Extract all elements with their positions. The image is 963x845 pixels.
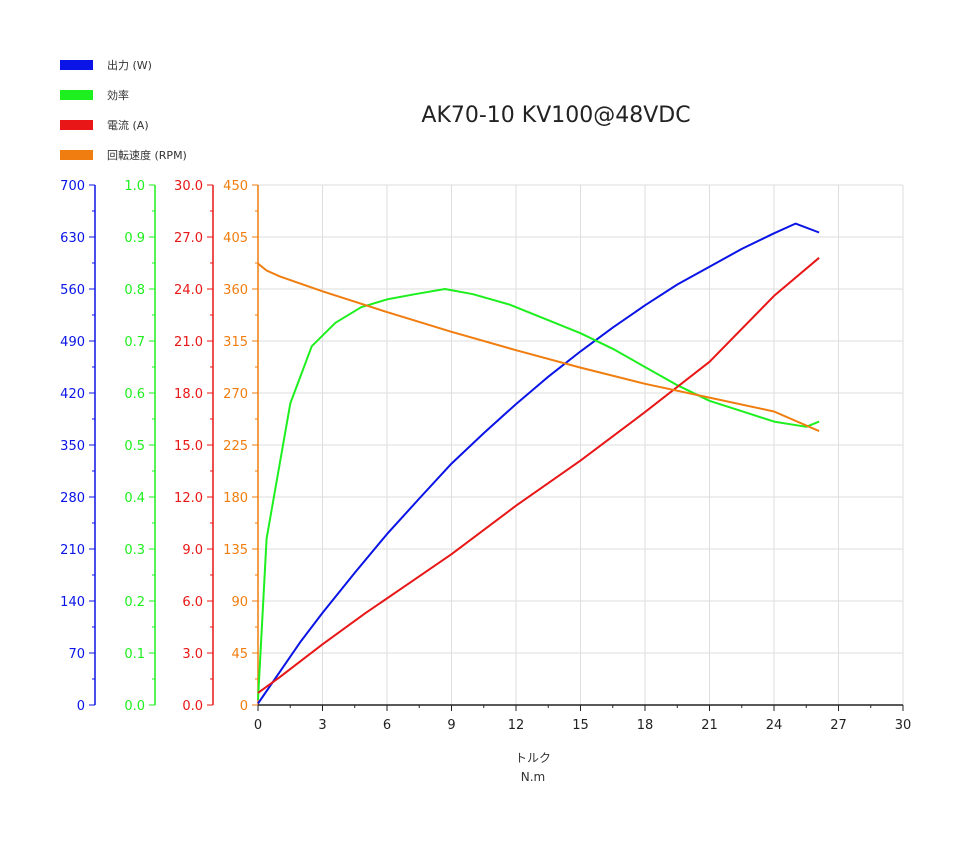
y-tick-label: 30.0	[174, 179, 203, 194]
grid-lines	[258, 184, 904, 705]
x-tick-label: 24	[766, 718, 783, 733]
legend-label: 効率	[107, 88, 129, 102]
x-tick-label: 27	[830, 718, 847, 733]
y-tick-label: 1.0	[124, 179, 145, 194]
x-tick-label: 12	[508, 718, 525, 733]
x-axis-unit: N.m	[521, 770, 545, 784]
y-tick-label: 225	[223, 439, 248, 454]
y-tick-label: 210	[60, 543, 85, 558]
y-tick-label: 0.8	[124, 283, 145, 298]
y-tick-label: 180	[223, 491, 248, 506]
plot-area	[257, 222, 820, 705]
y-tick-label: 6.0	[182, 595, 203, 610]
x-axis: 0 3 6 9 12 15 18 21 24 27 30	[254, 704, 912, 733]
x-tick-label: 3	[318, 718, 326, 733]
x-tick-label: 6	[383, 718, 391, 733]
series-line-3	[257, 262, 820, 433]
y-tick-label: 90	[231, 595, 248, 610]
legend-label: 回転速度 (RPM)	[107, 148, 187, 162]
y-tick-label: 315	[223, 335, 248, 350]
x-tick-label: 18	[637, 718, 654, 733]
y-tick-label: 0.5	[124, 439, 145, 454]
y-axis-3: 0 45 90 135 180 225 270 315 360 405 450	[223, 179, 259, 714]
y-tick-label: 0.7	[124, 335, 145, 350]
x-tick-label: 9	[447, 718, 455, 733]
y-tick-label: 0.2	[124, 595, 145, 610]
y-tick-label: 700	[60, 179, 85, 194]
y-tick-label: 24.0	[174, 283, 203, 298]
y-tick-label: 0.0	[182, 699, 203, 714]
y-tick-label: 270	[223, 387, 248, 402]
y-tick-label: 350	[60, 439, 85, 454]
x-tick-label: 30	[895, 718, 912, 733]
y-tick-label: 630	[60, 231, 85, 246]
series-line-1	[257, 288, 820, 700]
y-tick-label: 280	[60, 491, 85, 506]
y-tick-label: 12.0	[174, 491, 203, 506]
x-axis-label: トルク	[515, 751, 551, 765]
y-axes: 0701402102803504204905606307000.00.10.20…	[60, 179, 259, 714]
y-tick-label: 27.0	[174, 231, 203, 246]
y-tick-label: 560	[60, 283, 85, 298]
y-axis-0: 0 70 140 210 280 350 420 490 560 630 700	[60, 179, 96, 714]
y-tick-label: 360	[223, 283, 248, 298]
y-tick-label: 0.3	[124, 543, 145, 558]
y-tick-label: 405	[223, 231, 248, 246]
y-tick-label: 490	[60, 335, 85, 350]
series-line-0	[257, 222, 820, 705]
y-tick-label: 0.9	[124, 231, 145, 246]
y-tick-label: 135	[223, 543, 248, 558]
y-tick-label: 450	[223, 179, 248, 194]
x-tick-label: 15	[572, 718, 589, 733]
chart-title: AK70-10 KV100@48VDC	[421, 103, 690, 128]
y-tick-label: 140	[60, 595, 85, 610]
y-tick-label: 9.0	[182, 543, 203, 558]
y-tick-label: 18.0	[174, 387, 203, 402]
y-tick-label: 0.0	[124, 699, 145, 714]
legend-label: 電流 (A)	[107, 118, 149, 132]
series-line-2	[257, 257, 820, 694]
legend-label: 出力 (W)	[107, 58, 152, 72]
legend-swatch	[60, 150, 93, 160]
legend-swatch	[60, 90, 93, 100]
x-tick-label: 0	[254, 718, 262, 733]
x-tick-label: 21	[701, 718, 718, 733]
y-tick-label: 420	[60, 387, 85, 402]
y-tick-label: 3.0	[182, 647, 203, 662]
y-tick-label: 0.4	[124, 491, 145, 506]
y-tick-label: 21.0	[174, 335, 203, 350]
y-tick-label: 70	[68, 647, 85, 662]
y-axis-1: 0.0 0.1 0.2 0.3 0.4 0.5 0.6 0.7 0.8 0.9 1.0	[124, 179, 156, 714]
legend-swatch	[60, 120, 93, 130]
legend-swatch	[60, 60, 93, 70]
y-tick-label: 0.1	[124, 647, 145, 662]
y-tick-label: 45	[231, 647, 248, 662]
y-tick-label: 0	[240, 699, 248, 714]
y-tick-label: 0	[77, 699, 85, 714]
y-tick-label: 0.6	[124, 387, 145, 402]
y-axis-2: 0.0 3.0 6.0 9.0 12.0 15.0 18.0 21.0 24.0 27.0 30.0	[174, 179, 214, 714]
y-tick-label: 15.0	[174, 439, 203, 454]
